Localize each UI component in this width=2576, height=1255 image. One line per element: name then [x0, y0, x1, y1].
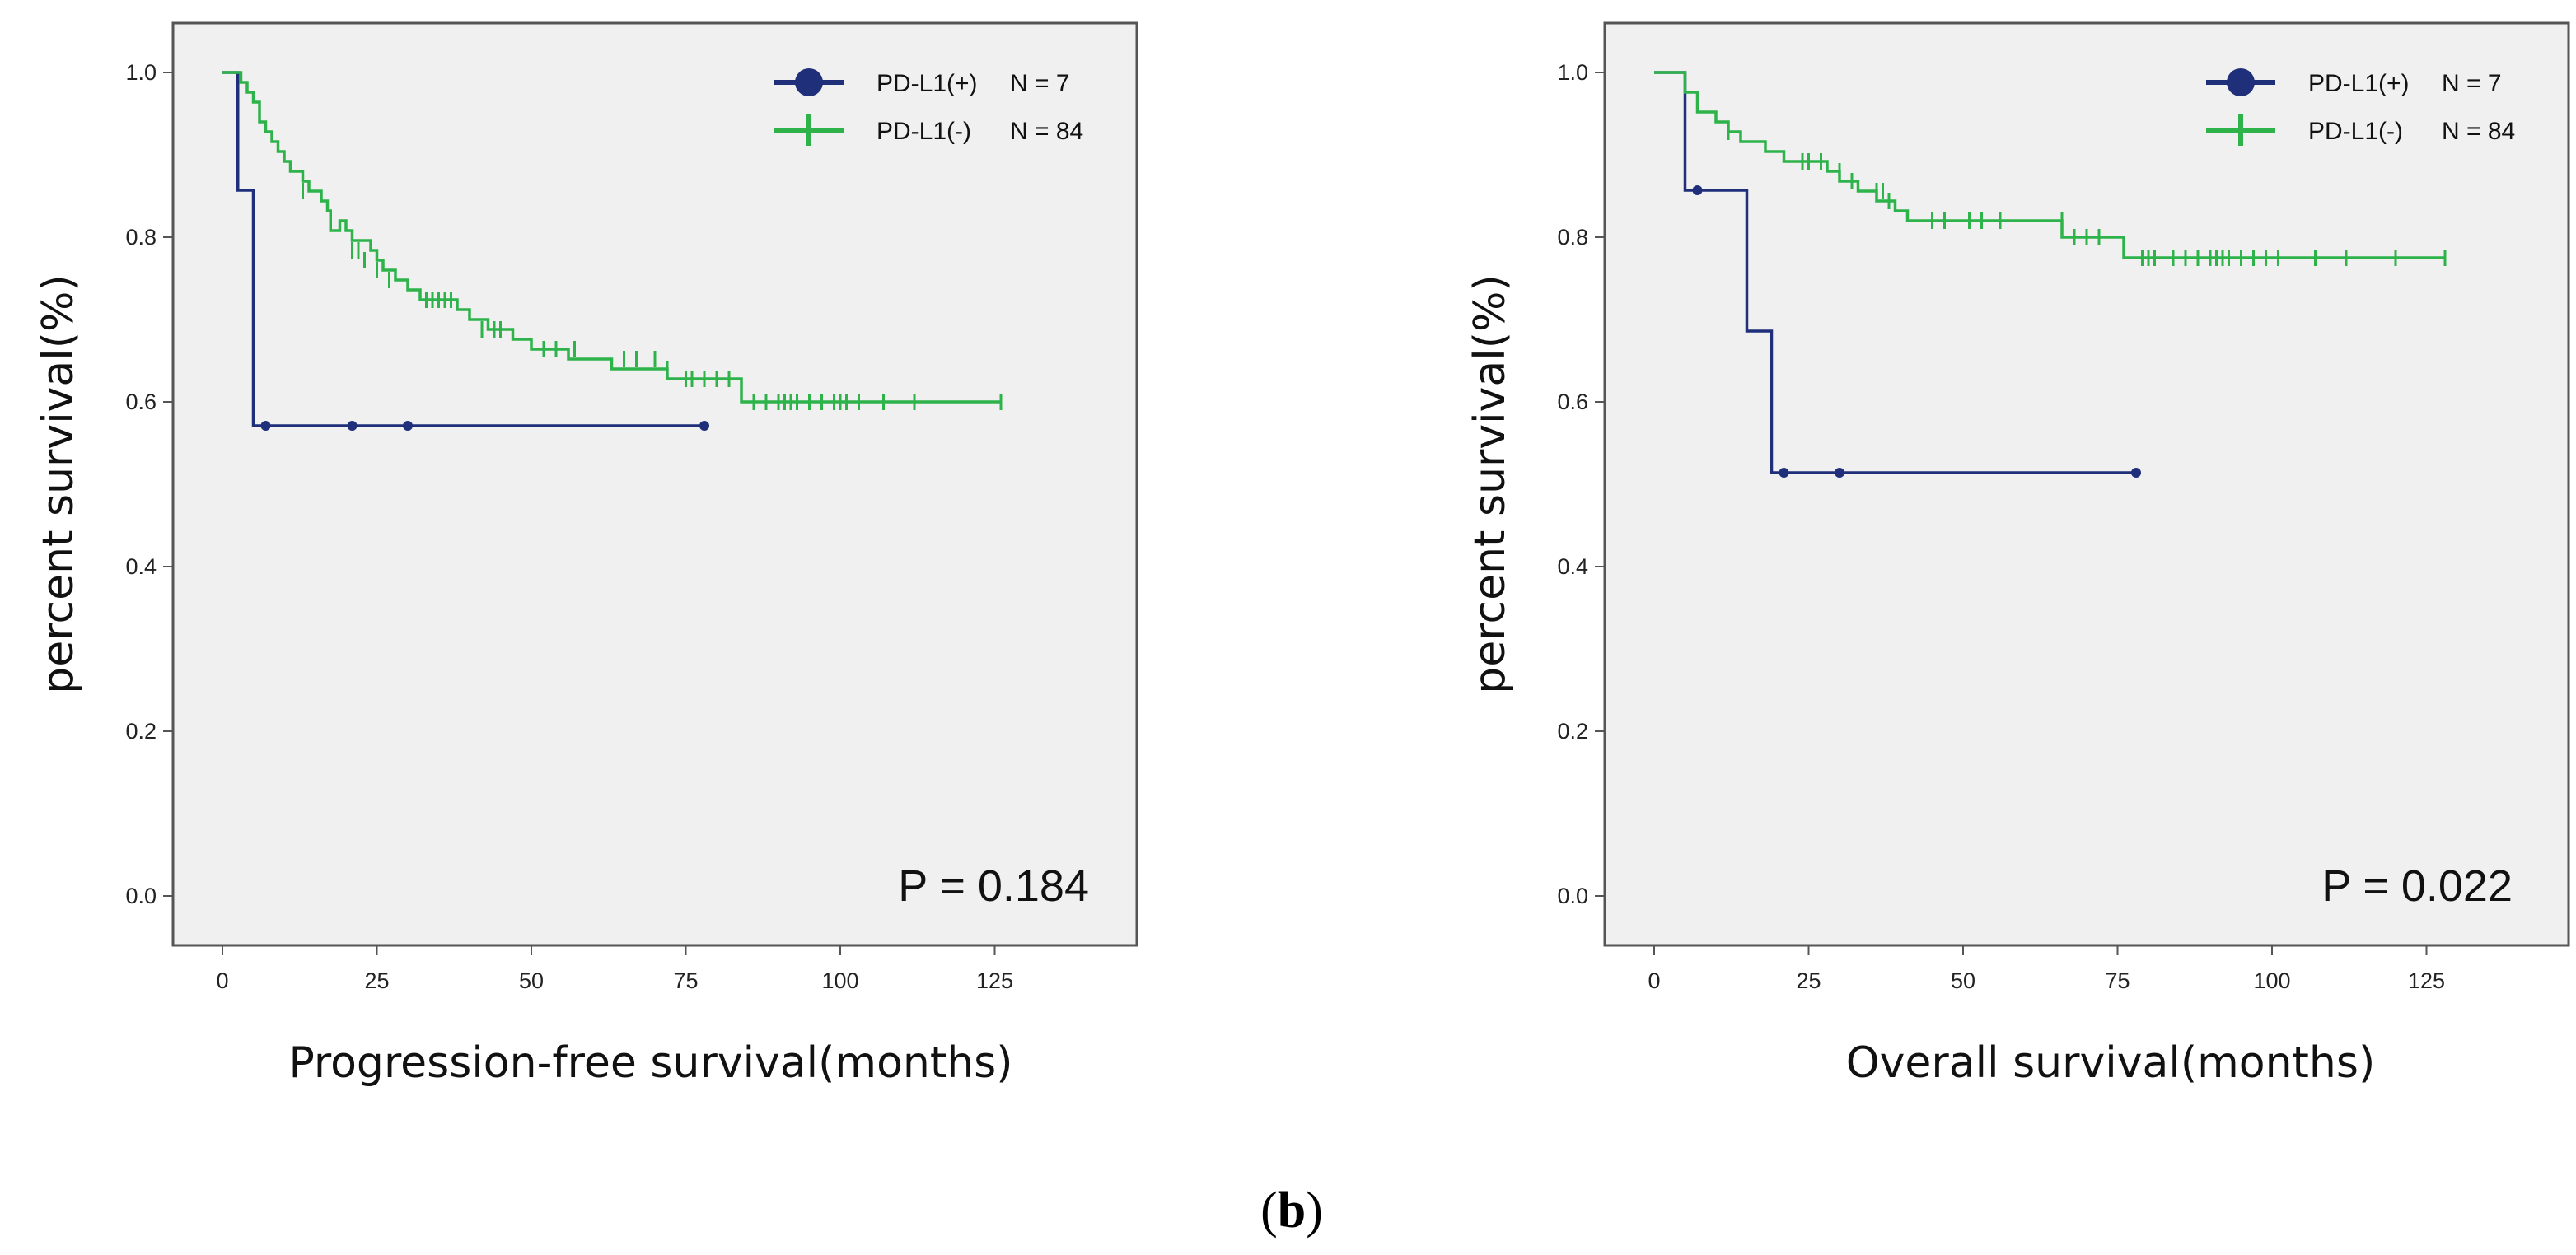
x-tick-label: 75 — [2105, 968, 2130, 993]
x-tick-label: 25 — [1796, 968, 1821, 993]
y-tick-label: 0.2 — [1557, 719, 1588, 744]
y-tick-label: 0.4 — [1557, 554, 1588, 579]
y-tick-label: 0.6 — [1557, 390, 1588, 414]
legend-count: N = 84 — [2442, 118, 2515, 145]
caption-letter: b — [1278, 1183, 1306, 1239]
legend-item: PD-L1(-) N = 84 — [2206, 114, 2515, 146]
censor-marker — [260, 421, 271, 431]
axis-ticks: 0 25 50 75 100 125 0.0 0.2 0.4 0.6 0.8 1.0 — [125, 60, 1013, 993]
legend-count: N = 84 — [1010, 118, 1083, 145]
y-tick-label: 0.6 — [125, 390, 157, 414]
censor-marker — [403, 421, 413, 431]
x-tick-label: 0 — [216, 968, 228, 993]
x-tick-label: 100 — [821, 968, 858, 993]
plot-area — [1603, 21, 2570, 947]
y-axis-title: percent survival(%) — [34, 274, 83, 693]
censor-marker — [347, 421, 358, 431]
legend-label: PD-L1(-) — [2308, 118, 2403, 145]
y-tick-label: 0.0 — [125, 884, 157, 908]
y-axis-title: percent survival(%) — [1466, 274, 1515, 693]
series-layer — [222, 71, 1003, 431]
y-tick-label: 0.2 — [125, 719, 157, 744]
x-axis-title: Progression-free survival(months) — [288, 1038, 1012, 1088]
p-value-annotation: P = 0.184 — [898, 861, 1089, 911]
legend-item: PD-L1(+) N = 7 — [774, 68, 1070, 97]
figure-caption: (b) — [1260, 1183, 1323, 1239]
legend-count: N = 7 — [1010, 70, 1070, 97]
legend-label: PD-L1(-) — [877, 118, 971, 145]
y-tick-label: 1.0 — [1557, 60, 1588, 85]
x-tick-label: 50 — [1951, 968, 1975, 993]
legend-item: PD-L1(+) N = 7 — [2206, 68, 2502, 97]
series-line-pd-l1-negative — [222, 71, 1001, 404]
caption-open-paren: ( — [1260, 1183, 1278, 1239]
legend-label: PD-L1(+) — [877, 70, 978, 97]
censor-marker — [2131, 468, 2141, 478]
x-tick-label: 0 — [1648, 968, 1660, 993]
x-tick-label: 75 — [673, 968, 698, 993]
legend: PD-L1(+) N = 7 PD-L1(-) N = 84 — [2206, 68, 2515, 146]
legend-count: N = 7 — [2442, 70, 2502, 97]
os-survival-chart: 0 25 50 75 100 125 0.0 0.2 0.4 0.6 0.8 1.0 PD-L1(+)… — [1466, 21, 2570, 1088]
y-tick-label: 0.4 — [125, 554, 157, 579]
x-tick-label: 25 — [364, 968, 389, 993]
series-layer — [1654, 71, 2447, 478]
legend-label: PD-L1(+) — [2308, 70, 2410, 97]
plot-area — [171, 21, 1138, 947]
x-axis-title: Overall survival(months) — [1846, 1038, 2376, 1088]
caption-close-paren: ) — [1306, 1183, 1323, 1239]
y-tick-label: 0.0 — [1557, 884, 1588, 908]
pfs-survival-chart: 0 25 50 75 100 125 0.0 0.2 0.4 0.6 0.8 1.0 PD-L1(+)… — [34, 21, 1138, 1088]
x-tick-label: 50 — [519, 968, 544, 993]
series-line-pd-l1-negative — [1654, 71, 2445, 259]
legend-circle-icon — [795, 68, 823, 96]
axis-ticks: 0 25 50 75 100 125 0.0 0.2 0.4 0.6 0.8 1.0 — [1557, 60, 2445, 993]
legend-circle-icon — [2227, 68, 2255, 96]
y-tick-label: 1.0 — [125, 60, 157, 85]
legend: PD-L1(+) N = 7 PD-L1(-) N = 84 — [774, 68, 1083, 146]
censor-marker — [1779, 468, 1789, 478]
legend-item: PD-L1(-) N = 84 — [774, 114, 1083, 146]
censor-marker — [1692, 185, 1703, 195]
x-tick-label: 125 — [2408, 968, 2445, 993]
x-tick-label: 125 — [976, 968, 1013, 993]
censor-marker — [699, 421, 709, 431]
y-tick-label: 0.8 — [1557, 225, 1588, 250]
x-tick-label: 100 — [2253, 968, 2290, 993]
censor-marker — [1835, 468, 1844, 478]
p-value-annotation: P = 0.022 — [2321, 861, 2513, 911]
y-tick-label: 0.8 — [125, 225, 157, 250]
